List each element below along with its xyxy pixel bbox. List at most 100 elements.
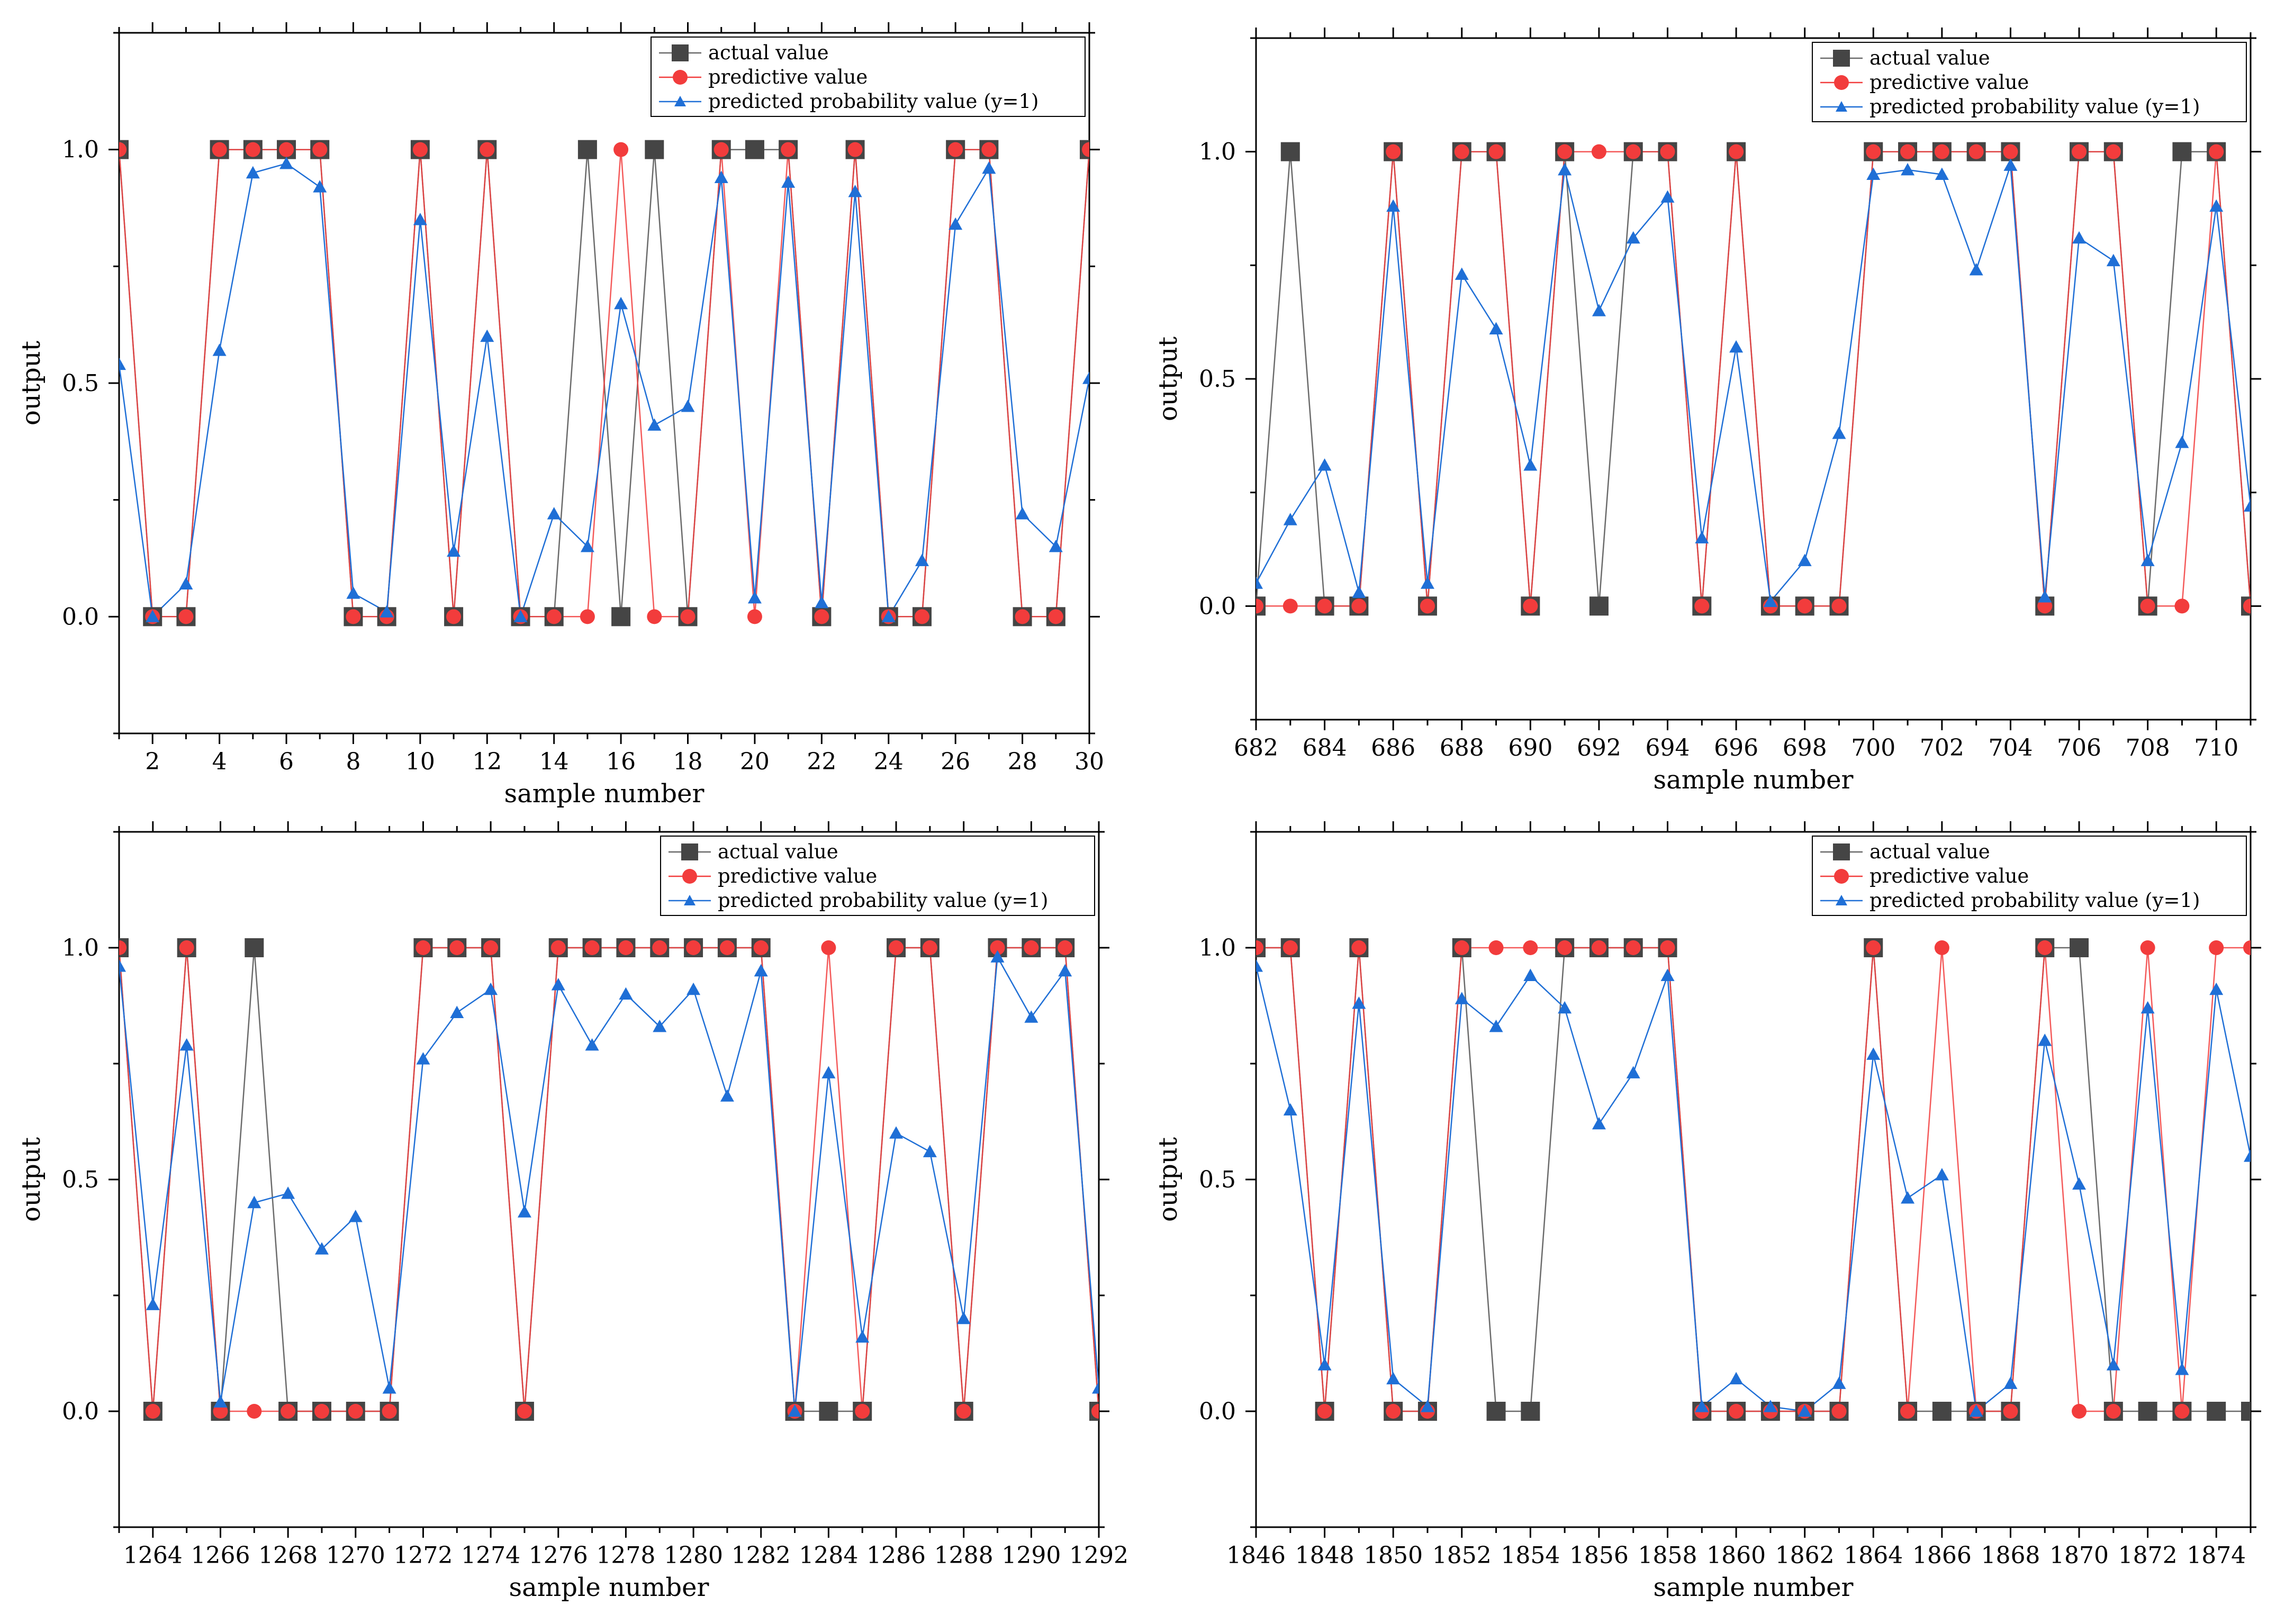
x-tick-label: 28: [1008, 748, 1037, 775]
predictive-value-point: [348, 1404, 363, 1419]
x-tick-label: 16: [606, 748, 636, 775]
predictive-value-point: [449, 940, 465, 955]
predictive-value-point: [1729, 144, 1744, 159]
probability-point: [990, 950, 1005, 963]
predictive-value-point: [613, 142, 629, 157]
predictive-value-point: [550, 940, 566, 955]
x-tick-label: 1852: [1432, 1542, 1492, 1569]
x-tick-label: 1874: [2187, 1542, 2246, 1569]
x-tick-label: 706: [2057, 734, 2101, 761]
predictive-value-point: [1454, 940, 1469, 955]
probability-point: [1058, 964, 1072, 977]
predictive-value-point: [179, 940, 194, 955]
x-tick-label: 30: [1074, 748, 1104, 775]
x-tick-label: 6: [279, 748, 294, 775]
probability-point: [923, 1145, 937, 1157]
predictive-value-point: [1488, 144, 1504, 159]
probability-point: [1901, 163, 1915, 176]
predictive-value-point: [855, 1404, 870, 1419]
x-tick-label: 24: [874, 748, 904, 775]
x-tick-label: 686: [1371, 734, 1415, 761]
legend-marker-probability: [1836, 895, 1847, 905]
probability-point: [1832, 427, 1846, 439]
probability-point: [1935, 1168, 1949, 1181]
x-tick-label: 702: [1920, 734, 1964, 761]
predictive-value-point: [1625, 144, 1641, 159]
series-line-actual-value: [1256, 947, 2251, 1412]
predictive-value-point: [2140, 598, 2155, 614]
series-line-probability: [1256, 966, 2251, 1413]
probability-point: [687, 982, 701, 995]
probability-point: [416, 1052, 430, 1065]
x-axis-title: sample number: [509, 1573, 709, 1602]
predictive-value-point: [2209, 940, 2224, 955]
probability-point: [382, 1381, 396, 1394]
probability-point: [1256, 959, 1263, 972]
probability-point: [348, 1210, 363, 1222]
probability-point: [681, 400, 695, 412]
x-tick-label: 1268: [258, 1542, 318, 1569]
actual-value-point: [1589, 596, 1609, 616]
probability-point: [881, 610, 896, 622]
x-tick-label: 1286: [866, 1542, 926, 1569]
x-tick-label: 1862: [1775, 1542, 1835, 1569]
predictive-value-point: [2243, 598, 2251, 614]
actual-value-point: [819, 1402, 838, 1421]
x-tick-label: 1848: [1295, 1542, 1354, 1569]
probability-point: [413, 213, 427, 225]
predictive-value-point: [847, 142, 863, 157]
x-tick-label: 694: [1646, 734, 1690, 761]
probability-point: [915, 554, 929, 566]
y-axis-title: output: [1153, 337, 1183, 421]
probability-point: [1626, 231, 1640, 244]
actual-value-point: [745, 140, 764, 159]
y-tick-label: 0.5: [1199, 1166, 1236, 1193]
actual-value-point: [2070, 938, 2089, 957]
data-layer: [1256, 142, 2251, 616]
x-tick-label: 10: [405, 748, 435, 775]
probability-point: [2072, 1177, 2087, 1190]
probability-point: [2175, 1363, 2189, 1375]
predictive-value-point: [1625, 940, 1641, 955]
predictive-value-point: [1386, 144, 1401, 159]
actual-value-point: [2207, 1402, 2226, 1421]
probability-point: [480, 329, 494, 342]
predictive-value-point: [2106, 1404, 2121, 1419]
probability-point: [2141, 554, 2155, 566]
x-tick-label: 1858: [1638, 1542, 1697, 1569]
probability-point: [1763, 1400, 1777, 1412]
probability-point: [146, 1298, 160, 1310]
x-tick-label: 4: [212, 748, 227, 775]
actual-value-point: [2241, 1402, 2251, 1421]
x-tick-label: 1284: [799, 1542, 858, 1569]
x-tick-label: 1866: [1912, 1542, 1972, 1569]
probability-point: [1092, 1381, 1099, 1394]
probability-point: [1420, 576, 1434, 589]
actual-value-point: [245, 938, 264, 957]
probability-point: [949, 217, 963, 230]
predictive-value-point: [213, 1404, 228, 1419]
predictive-value-point: [753, 940, 769, 955]
predictive-value-point: [652, 940, 667, 955]
legend-marker-probability: [1836, 101, 1847, 112]
x-tick-label: 1860: [1706, 1542, 1766, 1569]
predictive-value-point: [2037, 940, 2053, 955]
series-line-predictive-value: [1256, 151, 2251, 607]
probability-point: [1386, 199, 1401, 212]
probability-point: [346, 586, 360, 599]
probability-point: [2106, 1358, 2120, 1371]
predictive-value-point: [1351, 940, 1367, 955]
probability-point: [246, 166, 260, 179]
probability-point: [2038, 1033, 2052, 1046]
probability-point: [1082, 371, 1089, 384]
predictive-value-point: [1283, 598, 1298, 614]
predictive-value-point: [584, 940, 600, 955]
probability-point: [547, 507, 561, 520]
chart-panel-bottom-right: 1846 1848 1850 1852 1854 1856 1858 1860 1862 1864…: [1153, 821, 2261, 1602]
x-tick-label: 696: [1714, 734, 1758, 761]
x-tick-label: 682: [1234, 734, 1278, 761]
x-tick-label: 1266: [191, 1542, 250, 1569]
probability-point: [2209, 199, 2224, 212]
